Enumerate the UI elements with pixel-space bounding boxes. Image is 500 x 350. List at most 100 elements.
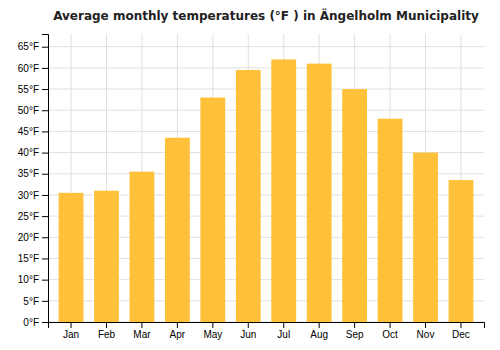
tick: 5°F	[23, 296, 48, 307]
tick-mark	[42, 47, 48, 48]
tick-label: Apr	[170, 329, 186, 340]
tick-mark	[42, 174, 48, 175]
tick-label: Feb	[98, 329, 116, 340]
tick-label: Jul	[277, 329, 290, 340]
tick-mark	[248, 322, 249, 328]
tick-label: 30°F	[18, 190, 39, 201]
chart: 0°F 5°F 10°F 15°F 20°F 25°F 30°F 35°F 40°F 45°F 50…	[0, 0, 500, 350]
tick-label: Oct	[382, 329, 398, 340]
tick-mark	[283, 322, 284, 328]
tick-label: 20°F	[18, 232, 39, 243]
tick: 45°F	[18, 126, 48, 137]
tick-label: 55°F	[18, 84, 39, 95]
tick: Jan	[63, 322, 79, 340]
tick-mark	[42, 301, 48, 302]
tick-mark	[42, 322, 48, 323]
tick-label: Aug	[310, 329, 328, 340]
bar	[342, 89, 367, 322]
title: Average monthly temperatures (°F ) in Än…	[53, 8, 479, 23]
tick-label: 40°F	[18, 147, 39, 158]
tick: 55°F	[18, 84, 48, 95]
tick-mark	[42, 110, 48, 111]
tick-label: 0°F	[23, 317, 39, 328]
tick-mark	[42, 195, 48, 196]
tick: 20°F	[18, 232, 48, 243]
bar	[236, 70, 261, 322]
bar	[271, 59, 296, 322]
tick: May	[203, 322, 222, 340]
tick-mark	[42, 280, 48, 281]
tick: 40°F	[18, 147, 48, 158]
tick-label: 25°F	[18, 211, 39, 222]
tick-mark	[460, 322, 461, 328]
tick-label: 45°F	[18, 126, 39, 137]
tick-label: 60°F	[18, 63, 39, 74]
tick: Jun	[240, 322, 256, 340]
bar	[165, 138, 190, 322]
tick-mark	[42, 131, 48, 132]
tick-mark	[71, 322, 72, 328]
tick-label: 5°F	[23, 296, 39, 307]
plot-area: 0°F 5°F 10°F 15°F 20°F 25°F 30°F 35°F 40°F 45°F 50…	[18, 34, 485, 340]
tick: 65°F	[18, 41, 48, 52]
tick-label: Dec	[452, 329, 470, 340]
tick: Nov	[417, 322, 435, 340]
bar	[413, 153, 438, 322]
tick: Oct	[382, 322, 398, 340]
y-axis: 0°F 5°F 10°F 15°F 20°F 25°F 30°F 35°F 40°F 45°F 50…	[18, 35, 49, 328]
tick-label: Sep	[346, 329, 364, 340]
tick: Sep	[346, 322, 364, 340]
tick-mark	[177, 322, 178, 328]
bar	[94, 191, 119, 322]
tick-mark	[42, 237, 48, 238]
tick-mark	[212, 322, 213, 328]
tick-label: 10°F	[18, 274, 39, 285]
grid-line	[48, 46, 484, 47]
tick-mark	[42, 89, 48, 90]
bar	[59, 193, 84, 322]
tick-label: Mar	[133, 329, 151, 340]
tick-label: Jun	[240, 329, 256, 340]
tick-mark	[42, 216, 48, 217]
tick-label: Nov	[417, 329, 435, 340]
tick-mark	[106, 322, 107, 328]
tick: Mar	[133, 322, 151, 340]
bar	[130, 172, 155, 322]
tick: Apr	[170, 322, 186, 340]
tick: 15°F	[18, 253, 48, 264]
tick-mark	[425, 322, 426, 328]
tick-mark	[141, 322, 142, 328]
tick-mark	[42, 153, 48, 154]
bar	[200, 98, 225, 322]
tick: 60°F	[18, 63, 48, 74]
bar	[307, 64, 332, 322]
tick-mark	[42, 258, 48, 259]
tick: 35°F	[18, 168, 48, 179]
tick-label: 15°F	[18, 253, 39, 264]
grid-line	[48, 131, 484, 132]
tick-label: 50°F	[18, 105, 39, 116]
tick: 30°F	[18, 190, 48, 201]
bar	[449, 180, 474, 322]
tick: 50°F	[18, 105, 48, 116]
tick: Dec	[452, 322, 470, 340]
tick-label: 35°F	[18, 168, 39, 179]
tick-mark	[319, 322, 320, 328]
tick: 25°F	[18, 211, 48, 222]
tick-mark	[354, 322, 355, 328]
grid-line	[48, 110, 484, 111]
tick: 10°F	[18, 274, 48, 285]
axis-line	[49, 323, 485, 329]
tick: Feb	[98, 322, 116, 340]
grid	[48, 34, 484, 322]
tick: 0°F	[23, 317, 48, 328]
tick-label: 65°F	[18, 41, 39, 52]
x-axis: Jan Feb Mar Apr May Jun Jul Aug Sep Oct Nov Dec	[49, 322, 485, 340]
grid-line	[48, 89, 484, 90]
tick: Aug	[310, 322, 328, 340]
bar	[378, 119, 403, 322]
grid-line	[48, 67, 484, 68]
axis-line	[42, 35, 49, 323]
tick-mark	[390, 322, 391, 328]
tick: Jul	[277, 322, 290, 340]
